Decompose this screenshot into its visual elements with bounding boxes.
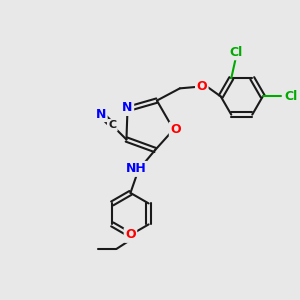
- Text: O: O: [196, 80, 207, 93]
- Text: Cl: Cl: [284, 90, 297, 103]
- Text: N: N: [122, 101, 133, 115]
- Text: O: O: [170, 123, 181, 136]
- Text: O: O: [125, 228, 136, 242]
- Text: N: N: [96, 108, 106, 121]
- Text: NH: NH: [126, 162, 147, 176]
- Text: Cl: Cl: [230, 46, 243, 59]
- Text: C: C: [108, 120, 116, 130]
